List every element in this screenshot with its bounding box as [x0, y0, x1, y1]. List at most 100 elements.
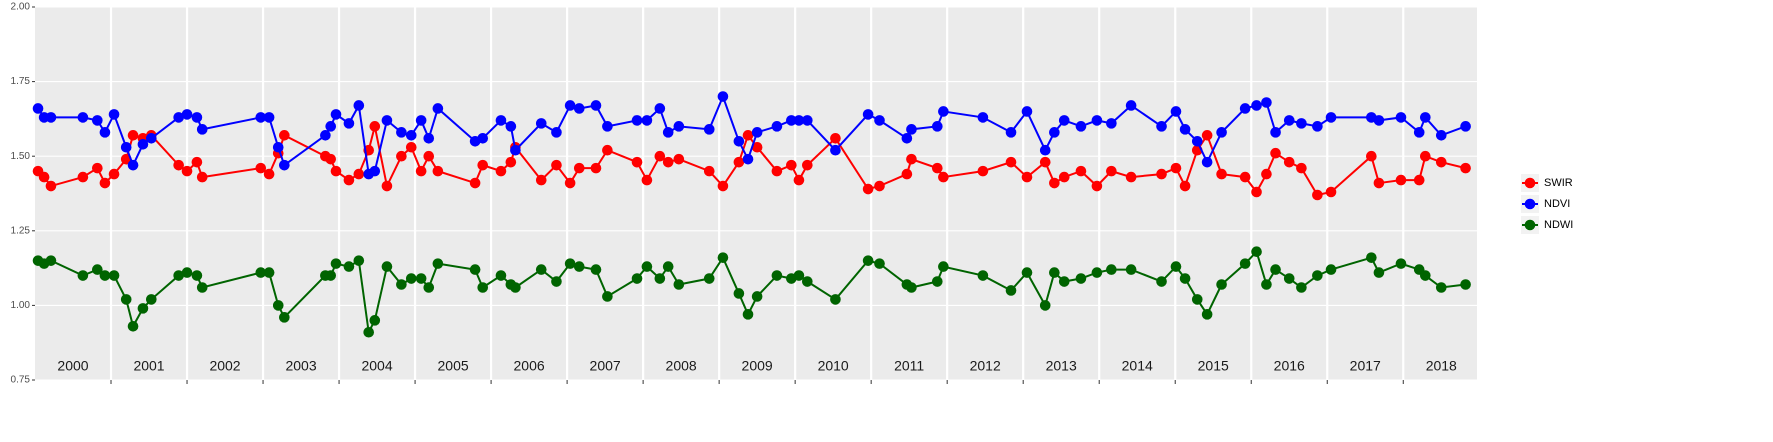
data-point [1296, 162, 1307, 174]
data-point [1239, 103, 1251, 114]
data-point [1261, 279, 1272, 290]
data-point [1106, 165, 1117, 177]
data-point [1325, 264, 1337, 275]
data-point [1296, 118, 1307, 129]
data-point [1201, 130, 1213, 141]
data-point [325, 121, 336, 132]
data-point [1125, 171, 1137, 183]
data-point [415, 115, 427, 126]
data-point [279, 312, 290, 323]
data-point [196, 124, 208, 135]
data-point [369, 315, 381, 326]
data-point [353, 255, 365, 266]
data-point [793, 174, 805, 186]
data-point [477, 132, 489, 144]
data-point [77, 270, 89, 281]
data-point [631, 115, 643, 126]
data-point [1039, 156, 1051, 168]
data-point [742, 130, 754, 141]
year-label: 2013 [1046, 358, 1077, 374]
data-point [127, 159, 139, 171]
y-tick-label: 2.00 [11, 2, 31, 13]
data-point [330, 165, 342, 177]
data-point [673, 279, 685, 290]
data-point [92, 162, 103, 174]
data-point [793, 270, 805, 281]
data-point [938, 171, 949, 183]
data-point [1251, 186, 1262, 198]
data-point [654, 103, 666, 114]
data-point [862, 109, 874, 120]
data-point [469, 264, 481, 275]
series [32, 121, 1471, 201]
data-point [564, 100, 576, 111]
data-point [901, 168, 913, 180]
data-point [717, 91, 729, 102]
data-point [1460, 279, 1471, 290]
legend-point [1524, 219, 1536, 231]
data-point [255, 162, 267, 174]
data-point [469, 177, 481, 189]
data-point [320, 130, 331, 141]
data-point [330, 258, 342, 269]
data-point [906, 124, 917, 135]
data-point [573, 162, 585, 174]
data-point [1039, 144, 1051, 156]
data-point [1251, 100, 1262, 111]
data-point [1049, 127, 1060, 138]
data-point [423, 150, 435, 162]
data-point [1270, 127, 1281, 138]
data-point [1373, 177, 1385, 189]
data-point [1058, 276, 1070, 287]
data-point [862, 183, 874, 195]
data-point [1261, 168, 1272, 180]
data-point [786, 115, 797, 126]
data-point [1179, 180, 1191, 192]
data-point [1460, 162, 1471, 174]
data-point [405, 130, 417, 141]
data-point [1058, 171, 1070, 183]
data-point [1261, 97, 1272, 108]
data-point [255, 112, 267, 123]
year-label: 2004 [361, 358, 392, 374]
data-point [931, 121, 943, 132]
data-point [1395, 258, 1407, 269]
data-point [901, 132, 913, 144]
data-point [717, 180, 729, 192]
data-point [279, 130, 290, 141]
data-point [1460, 121, 1471, 132]
data-point [1420, 112, 1431, 123]
year-label: 2011 [894, 358, 924, 374]
data-point [381, 180, 393, 192]
data-point [263, 267, 275, 278]
data-point [381, 261, 393, 272]
data-point [1413, 174, 1425, 186]
series [32, 91, 1471, 180]
data-point [535, 174, 547, 186]
data-point [1239, 258, 1251, 269]
year-label: 2014 [1122, 358, 1153, 374]
data-point [1156, 121, 1167, 132]
series [32, 246, 1471, 338]
data-point [938, 261, 949, 272]
data-point [1420, 150, 1431, 162]
data-point [120, 294, 132, 305]
data-point [363, 326, 375, 338]
year-label: 2005 [438, 358, 469, 374]
data-point [325, 153, 336, 165]
data-point [432, 258, 444, 269]
year-label: 2001 [133, 358, 164, 374]
y-tick-label: 1.25 [11, 225, 31, 236]
data-point [977, 165, 989, 177]
data-point [551, 127, 562, 138]
data-point [733, 288, 745, 299]
data-point [423, 282, 435, 293]
data-point [92, 115, 103, 126]
data-point [733, 135, 745, 147]
data-point [255, 267, 267, 278]
data-point [1373, 267, 1385, 278]
data-point [1106, 118, 1117, 129]
data-point [830, 132, 841, 144]
data-point [1283, 156, 1295, 168]
